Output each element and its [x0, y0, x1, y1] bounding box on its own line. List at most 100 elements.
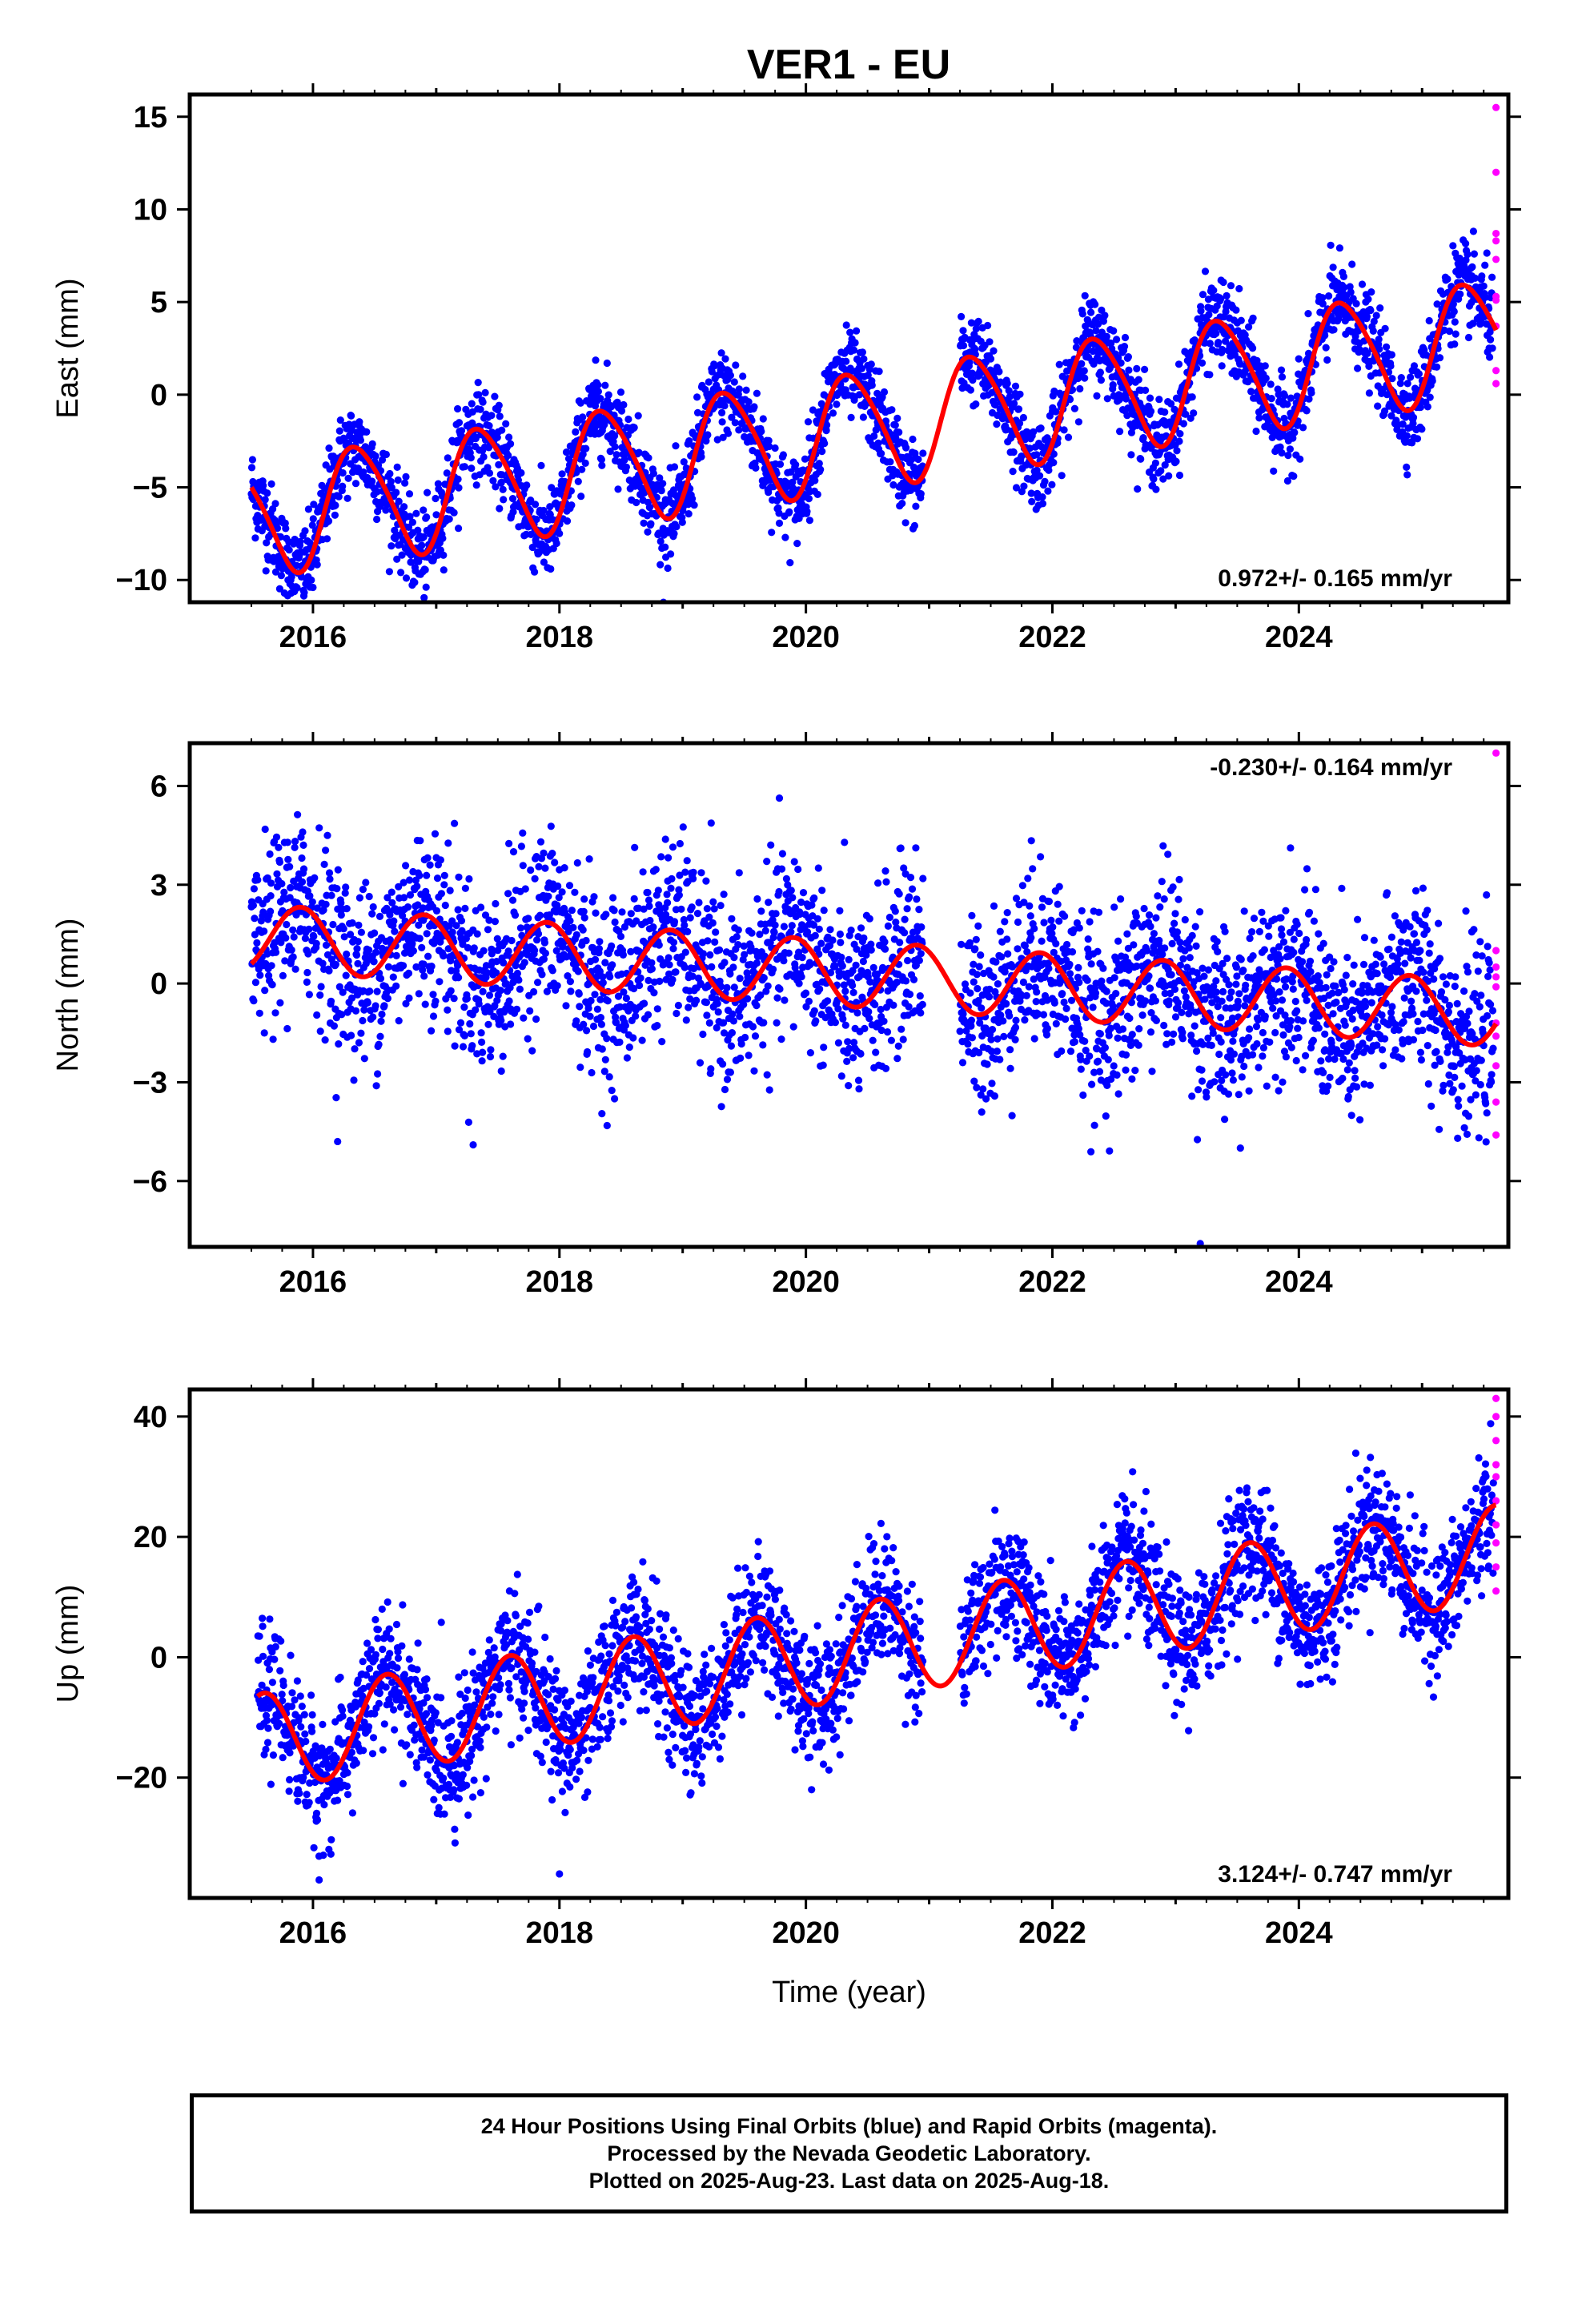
final-point-north [729, 1010, 737, 1018]
final-point-east [1397, 374, 1405, 382]
final-point-north [505, 839, 513, 847]
final-point-north [978, 1108, 986, 1116]
final-point-north [712, 928, 720, 936]
final-point-north [390, 917, 398, 925]
final-point-east [251, 534, 259, 542]
final-point-east [1287, 394, 1295, 402]
final-point-north [631, 843, 639, 851]
final-point-east [1426, 393, 1434, 401]
final-point-north [789, 894, 797, 902]
final-point-north [603, 1035, 611, 1043]
final-point-east [656, 474, 664, 482]
final-point-east [1101, 312, 1109, 320]
final-point-north [582, 936, 590, 945]
final-point-east [1449, 242, 1457, 250]
final-point-east [1304, 310, 1312, 318]
final-point-north [865, 1007, 873, 1015]
final-point-north [378, 1010, 386, 1019]
final-point-north [649, 923, 657, 931]
final-point-east [1159, 475, 1167, 483]
final-point-east [1283, 400, 1291, 408]
final-point-east [339, 468, 347, 477]
final-point-east [1182, 410, 1190, 418]
final-point-east [1010, 400, 1018, 408]
final-point-north [254, 876, 262, 884]
final-point-north [574, 967, 582, 975]
final-point-north [544, 892, 552, 900]
final-point-north [987, 1035, 995, 1043]
final-point-east [813, 490, 821, 499]
final-point-east [1235, 284, 1243, 293]
final-point-east [594, 388, 603, 396]
final-point-east [1146, 407, 1155, 416]
final-point-east [572, 428, 580, 436]
final-point-north [697, 869, 705, 877]
final-point-north [531, 947, 539, 955]
final-point-east [809, 406, 817, 414]
final-point-east [886, 458, 894, 466]
final-point-east [579, 450, 587, 458]
final-point-north [685, 1003, 693, 1011]
final-point-east [986, 338, 994, 346]
final-point-north [753, 959, 761, 967]
final-point-north [688, 903, 696, 911]
final-point-north [709, 919, 717, 927]
final-point-east [1327, 241, 1335, 249]
final-point-north [287, 883, 295, 892]
final-point-east [308, 521, 316, 529]
final-point-east [1009, 468, 1017, 476]
final-point-east [1283, 476, 1291, 485]
final-point-north [897, 1025, 905, 1033]
final-point-east [1358, 280, 1367, 288]
final-point-east [488, 412, 496, 420]
final-point-east [498, 471, 506, 479]
final-point-east [1217, 295, 1225, 303]
final-point-north [915, 906, 923, 914]
final-point-east [454, 404, 462, 413]
final-point-east [1255, 414, 1263, 422]
final-point-east [842, 357, 850, 365]
final-point-north [534, 979, 542, 987]
final-point-north [512, 1005, 521, 1013]
final-point-east [1443, 275, 1452, 283]
final-point-north [572, 1017, 580, 1025]
final-point-east [910, 521, 918, 530]
final-point-north [266, 850, 274, 858]
final-point-east [455, 525, 463, 533]
final-point-east [414, 526, 422, 534]
final-point-east [792, 460, 800, 468]
rapid-point [1492, 296, 1500, 304]
final-point-north [895, 890, 903, 898]
final-point-north [400, 962, 408, 970]
final-point-north [681, 868, 689, 876]
final-point-north [353, 945, 361, 953]
x-tick-label: 2020 [772, 621, 840, 654]
final-point-north [974, 984, 982, 993]
final-point-east [1093, 392, 1101, 400]
final-point-north [590, 893, 598, 901]
final-point-north [504, 947, 512, 955]
final-point-east [351, 480, 360, 488]
final-point-north [504, 890, 512, 898]
final-point-north [540, 939, 549, 947]
final-point-east [742, 386, 750, 394]
final-point-east [395, 497, 403, 505]
final-point-north [721, 1085, 729, 1094]
final-point-east [408, 518, 416, 526]
final-point-east [1335, 244, 1343, 252]
final-point-north [919, 875, 927, 883]
final-point-north [737, 1039, 745, 1048]
final-point-east [1146, 394, 1154, 402]
final-point-east [508, 495, 517, 503]
final-point-north [787, 887, 795, 895]
final-point-north [665, 954, 673, 962]
final-orbit-points-north [247, 794, 1497, 1247]
final-point-north [565, 882, 574, 890]
final-point-east [1452, 330, 1460, 338]
final-point-east [860, 355, 868, 363]
final-point-north [383, 995, 391, 1003]
final-point-north [817, 939, 825, 947]
final-point-east [1375, 345, 1383, 353]
final-point-north [771, 921, 779, 929]
final-point-north [597, 1020, 606, 1028]
